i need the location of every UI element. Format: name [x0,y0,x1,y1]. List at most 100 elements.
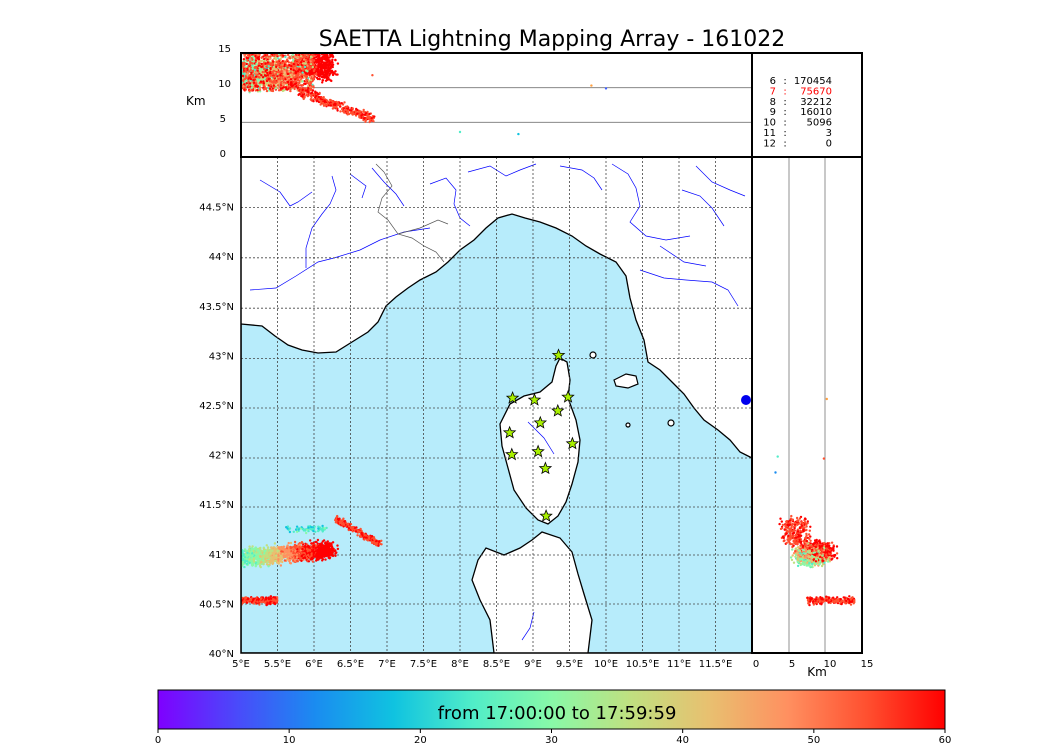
lightning-source [279,78,282,81]
lightning-source [308,67,311,71]
lightning-source [362,110,365,113]
lightning-source [252,563,255,566]
lightning-source [313,525,316,528]
lightning-source [350,112,353,115]
lightning-source [242,58,246,61]
lightning-source [296,527,299,530]
lightning-source [301,527,305,531]
lightning-source [347,527,351,530]
lightning-source [317,97,320,101]
lightning-source [328,542,331,545]
lightning-source [289,545,292,549]
lightning-source [286,80,290,84]
lightning-source [305,75,309,78]
lightning-source [272,557,275,560]
lightning-source [287,546,290,549]
lightning-source [300,551,303,555]
lightning-source [294,75,297,79]
lightning-source [268,556,271,559]
lightning-source [296,58,300,61]
lightning-source [308,549,312,552]
lightning-source [373,115,376,118]
station-count-stations: 6 [770,76,776,87]
borders [375,163,449,263]
lightning-source [364,536,368,539]
station-count-table: 6:1704547:756708:322129:1601010:509611:3… [763,76,832,149]
lightning-source [309,558,313,561]
lightning-source [325,549,328,552]
lightning-source [258,66,261,69]
lightning-source [299,527,302,530]
lightning-source [316,57,320,61]
lightning-source [327,68,331,71]
lightning-source [278,79,281,83]
lightning-source [836,557,839,560]
lightning-source [278,556,282,559]
lightning-source [358,116,361,119]
lightning-source [254,80,257,83]
lightning-source [237,559,239,561]
lightning-source [238,68,240,70]
lightning-source [298,68,301,71]
lightning-source [282,73,286,76]
lightning-source [316,59,319,63]
lightning-source [277,57,280,60]
lightning-source [333,105,337,109]
lightning-source [322,61,325,64]
station-count-value: 170454 [794,76,832,87]
lightning-source [280,555,283,558]
lightning-source [253,76,256,79]
lightning-source [309,60,312,63]
lightning-source [281,560,284,564]
lightning-source [336,103,339,106]
lightning-source [264,600,267,603]
lightning-source [280,550,283,553]
lightning-source [325,73,328,77]
lightning-source [284,60,287,63]
lightning-source [290,85,294,88]
lightning-source [274,73,277,76]
lightning-source [318,544,322,547]
lightning-source [270,63,273,66]
station-count-colon: : [783,118,786,129]
lightning-source [295,553,298,556]
lightning-source [262,88,266,91]
lightning-source [266,550,269,553]
lightning-source [310,84,313,88]
lightning-source [289,553,293,557]
lightning-source [246,57,250,60]
lightning-source [458,130,462,134]
lightning-source [299,90,302,93]
lightning-source [271,71,275,75]
lightning-source [299,84,302,87]
lightning-source [271,549,274,553]
lightning-source [260,56,263,59]
lightning-source [273,542,277,545]
lightning-source [269,595,273,598]
montecristo-island [625,422,631,428]
lightning-source [284,78,287,81]
lightning-source [281,547,284,550]
lightning-source [295,530,299,533]
lightning-source [316,556,319,559]
lightning-source [320,542,323,545]
chart-title: SAETTA Lightning Mapping Array - 161022 [319,27,786,52]
lightning-source [269,597,273,600]
lightning-source [261,596,265,599]
lightning-source [251,552,254,555]
lightning-source [252,602,255,605]
lightning-source [276,86,280,90]
lightning-source [293,554,296,558]
lightning-source [302,58,306,61]
lightning-source [265,554,269,557]
top-lightning-sources [238,53,608,136]
lightning-source [264,597,268,601]
lightning-source [328,544,331,547]
lightning-source [323,99,326,102]
lightning-source [318,77,321,81]
lightning-source [248,545,251,548]
lightning-source [242,85,245,88]
lightning-source [335,516,338,520]
lightning-source [339,110,342,113]
lightning-source [329,550,332,553]
